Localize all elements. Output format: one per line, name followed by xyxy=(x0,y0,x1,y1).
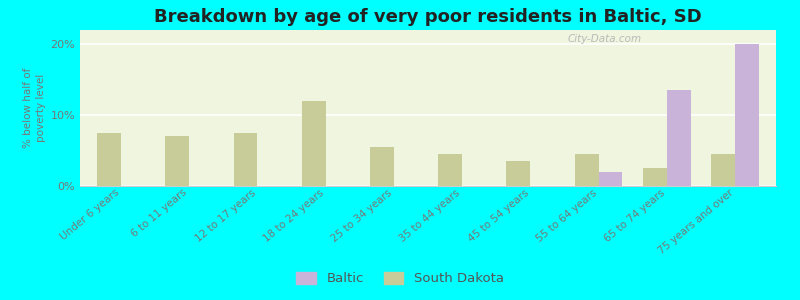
Bar xyxy=(370,147,394,186)
Bar xyxy=(234,133,258,186)
Bar xyxy=(574,154,598,186)
Y-axis label: % below half of
poverty level: % below half of poverty level xyxy=(23,68,46,148)
Bar xyxy=(438,154,462,186)
Bar xyxy=(302,101,326,186)
Legend: Baltic, South Dakota: Baltic, South Dakota xyxy=(290,266,510,290)
Title: Breakdown by age of very poor residents in Baltic, SD: Breakdown by age of very poor residents … xyxy=(154,8,702,26)
Text: City-Data.com: City-Data.com xyxy=(567,34,642,44)
Bar xyxy=(667,90,690,186)
Bar xyxy=(711,154,735,186)
Bar xyxy=(506,161,530,186)
Bar xyxy=(735,44,759,186)
Bar xyxy=(166,136,189,186)
Bar xyxy=(97,133,121,186)
Bar xyxy=(598,172,622,186)
Bar xyxy=(643,168,667,186)
